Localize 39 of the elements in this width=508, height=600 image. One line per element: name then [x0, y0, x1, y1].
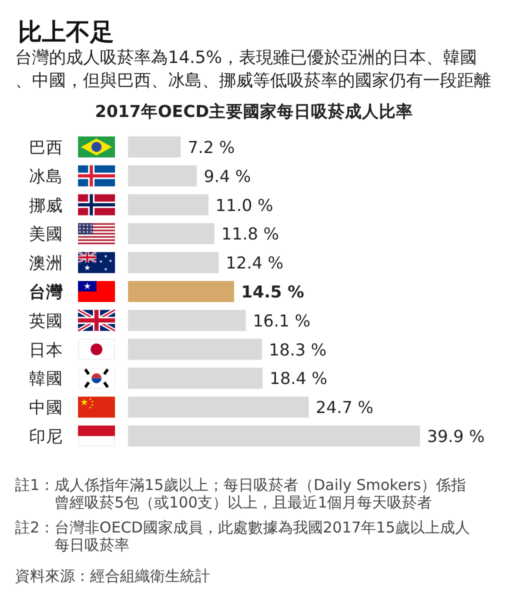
data-label: 16.1 % — [252, 311, 310, 330]
y-tick-label: 中國 — [29, 398, 63, 418]
y-tick-label: 韓國 — [29, 369, 63, 388]
data-label: 14.5 % — [241, 282, 305, 302]
bar — [128, 165, 197, 186]
y-tick-label: 日本 — [29, 340, 63, 360]
bar — [128, 136, 181, 158]
y-tick-label: 台灣 — [29, 282, 64, 302]
y-tick-label: 印尼 — [29, 427, 63, 446]
bar — [128, 223, 214, 244]
bar — [128, 338, 262, 360]
text: 註2：台灣非OECD國家成員，此處數據為我國2017年15歲以上成人每日吸菸率 — [15, 518, 470, 554]
data-label: 39.9 % — [427, 427, 485, 446]
text: 2017年OECD主要國家每日吸菸成人比率 — [94, 102, 414, 121]
data-label: 9.4 % — [204, 166, 251, 186]
data-label: 12.4 % — [226, 254, 284, 273]
bar — [128, 310, 246, 331]
data-label: 24.7 % — [316, 398, 374, 418]
y-tick-label: 美國 — [29, 224, 63, 244]
data-label: 11.0 % — [216, 196, 274, 215]
bar — [128, 368, 263, 389]
bar — [128, 425, 420, 447]
chart-title: 比上不足 — [18, 17, 114, 46]
data-label: 11.8 % — [221, 224, 280, 244]
source-note: 資料來源：經合組織衛生統計 — [15, 567, 210, 585]
data-label: 7.2 % — [188, 138, 235, 157]
y-tick-label: 澳洲 — [29, 254, 63, 273]
bar — [128, 252, 219, 274]
y-tick-label: 冰島 — [29, 166, 63, 186]
bar — [128, 280, 234, 302]
chart-subtitle: 台灣的成人吸菸率為14.5%，表現雖已優於亞洲的日本、韓國、中國，但與巴西、冰島、挪威等低吸菸率的國家仍有一段距離 — [15, 48, 491, 91]
data-label: 18.3 % — [268, 340, 327, 360]
bar — [128, 194, 208, 216]
bar — [128, 396, 309, 418]
data-label: 18.4 % — [270, 369, 328, 388]
y-tick-label: 挪威 — [29, 196, 63, 215]
y-tick-label: 巴西 — [29, 138, 63, 157]
y-tick-label: 英國 — [29, 311, 63, 330]
text: 註1：成人係指年滿15歲以上；每日吸菸者（Daily Smokers）係指曾經吸菸5包（或100支）以上，且最近1個月每天吸菸者 — [15, 476, 466, 512]
